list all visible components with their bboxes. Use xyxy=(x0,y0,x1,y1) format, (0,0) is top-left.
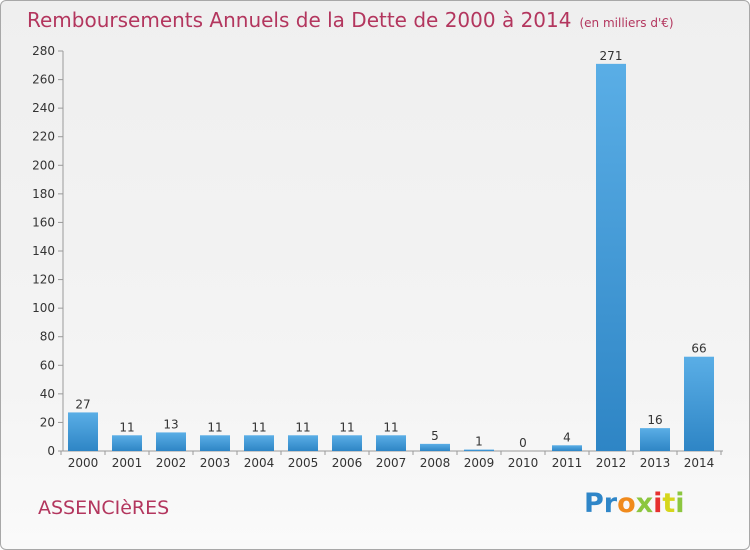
y-tick-label: 40 xyxy=(40,387,55,401)
x-tick-label-2009: 2009 xyxy=(464,456,495,470)
chart-title-text: Remboursements Annuels de la Dette de 20… xyxy=(27,8,572,32)
x-tick-label-2002: 2002 xyxy=(156,456,187,470)
chart-unit: (en milliers d'€) xyxy=(579,16,674,30)
x-tick-label-2011: 2011 xyxy=(552,456,583,470)
value-label-2000: 27 xyxy=(75,397,90,411)
y-tick-label: 240 xyxy=(32,101,55,115)
value-label-2008: 5 xyxy=(431,429,439,443)
bar-2000 xyxy=(68,412,98,451)
bar-2012 xyxy=(596,63,626,451)
bar-2009 xyxy=(464,449,494,451)
y-tick-label: 280 xyxy=(32,44,55,58)
value-label-2010: 0 xyxy=(519,436,527,450)
value-label-2013: 16 xyxy=(647,413,662,427)
x-tick-label-2007: 2007 xyxy=(376,456,407,470)
logo-letter: x xyxy=(635,488,654,519)
bar-2001 xyxy=(112,435,142,451)
x-tick-label-2001: 2001 xyxy=(112,456,143,470)
bar-2004 xyxy=(244,435,274,451)
y-tick-label: 260 xyxy=(32,73,55,87)
logo-letter: i xyxy=(653,488,663,519)
bar-2006 xyxy=(332,435,362,451)
value-label-2004: 11 xyxy=(251,420,266,434)
value-label-2001: 11 xyxy=(119,420,134,434)
x-tick-label-2014: 2014 xyxy=(684,456,715,470)
y-tick-label: 80 xyxy=(40,330,55,344)
y-tick-label: 180 xyxy=(32,187,55,201)
logo-letter: i xyxy=(675,488,685,519)
chart-axes: 0204060801001201401601802002202402602802… xyxy=(32,44,723,470)
value-label-2007: 11 xyxy=(383,420,398,434)
y-tick-label: 140 xyxy=(32,244,55,258)
value-label-2006: 11 xyxy=(339,420,354,434)
bar-2005 xyxy=(288,435,318,451)
proxiti-logo: Proxiti xyxy=(584,488,685,519)
bar-2011 xyxy=(552,445,582,451)
value-label-2012: 271 xyxy=(600,49,623,63)
x-tick-label-2013: 2013 xyxy=(640,456,671,470)
bar-chart: 0204060801001201401601802002202402602802… xyxy=(32,44,723,470)
city-name: ASSENCIèRES xyxy=(38,497,170,519)
x-tick-label-2003: 2003 xyxy=(200,456,231,470)
chart-title: Remboursements Annuels de la Dette de 20… xyxy=(27,8,674,32)
logo-letter: P xyxy=(584,488,604,519)
bar-2008 xyxy=(420,443,450,451)
value-label-2014: 66 xyxy=(691,342,706,356)
logo-letter: r xyxy=(603,488,618,519)
x-tick-label-2004: 2004 xyxy=(244,456,275,470)
chart-data-labels: 27 11 13 11 11 11 11 11 5 1 0 4 271 16 66 xyxy=(75,49,706,450)
value-label-2005: 11 xyxy=(295,420,310,434)
bar-2014 xyxy=(684,356,714,451)
value-label-2002: 13 xyxy=(163,417,178,431)
chart-bars xyxy=(68,63,714,451)
x-tick-label-2010: 2010 xyxy=(508,456,539,470)
y-tick-label: 100 xyxy=(32,301,55,315)
y-tick-label: 220 xyxy=(32,130,55,144)
y-tick-label: 20 xyxy=(40,415,55,429)
value-label-2003: 11 xyxy=(207,420,222,434)
bar-2013 xyxy=(640,428,670,451)
y-tick-label: 0 xyxy=(47,444,55,458)
bar-2002 xyxy=(156,432,186,451)
x-tick-label-2000: 2000 xyxy=(68,456,99,470)
y-tick-label: 160 xyxy=(32,215,55,229)
logo-letter: t xyxy=(662,488,676,519)
x-tick-label-2005: 2005 xyxy=(288,456,319,470)
x-tick-label-2006: 2006 xyxy=(332,456,363,470)
bar-2003 xyxy=(200,435,230,451)
value-label-2009: 1 xyxy=(475,435,483,449)
y-tick-label: 120 xyxy=(32,273,55,287)
bar-2007 xyxy=(376,435,406,451)
y-tick-label: 200 xyxy=(32,158,55,172)
x-tick-label-2008: 2008 xyxy=(420,456,451,470)
logo-letter: o xyxy=(617,488,636,519)
value-label-2011: 4 xyxy=(563,430,571,444)
y-tick-label: 60 xyxy=(40,358,55,372)
x-tick-label-2012: 2012 xyxy=(596,456,627,470)
